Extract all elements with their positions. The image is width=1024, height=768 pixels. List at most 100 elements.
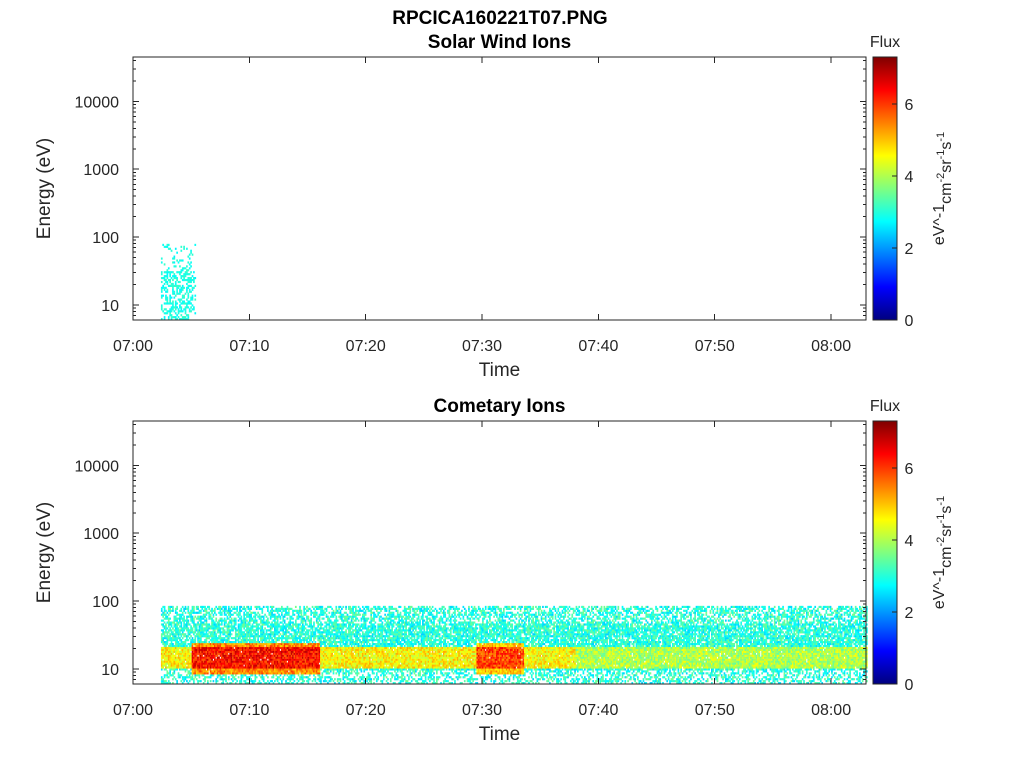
flux-cell — [322, 631, 325, 634]
flux-cell — [202, 646, 205, 650]
flux-cell — [310, 656, 313, 659]
flux-cell — [314, 656, 317, 659]
flux-cell — [342, 625, 345, 628]
flux-cell — [324, 662, 326, 665]
flux-cell — [160, 664, 163, 667]
flux-cell — [209, 639, 212, 642]
flux-cell — [184, 666, 187, 669]
flux-cell — [173, 275, 176, 278]
flux-cell — [234, 674, 237, 677]
flux-cell — [187, 302, 190, 305]
flux-cell — [357, 619, 360, 622]
flux-cell — [281, 644, 283, 648]
flux-cell — [239, 656, 241, 659]
flux-cell — [264, 666, 266, 669]
flux-cell — [267, 670, 269, 673]
flux-cell — [193, 662, 195, 665]
flux-cell — [162, 656, 165, 659]
flux-cell — [286, 648, 289, 651]
flux-cell — [243, 621, 245, 624]
flux-cell — [279, 637, 282, 640]
flux-cell — [176, 629, 178, 632]
flux-cell — [246, 682, 248, 685]
flux-cell — [167, 278, 170, 282]
flux-cell — [207, 664, 209, 667]
flux-cell — [163, 637, 166, 640]
flux-cell — [211, 641, 213, 644]
flux-cell — [176, 682, 178, 685]
flux-cell — [271, 666, 273, 669]
flux-cell — [293, 650, 296, 653]
flux-cell — [338, 646, 340, 650]
flux-cell — [162, 277, 165, 280]
colorbar-unit-label: eV^-1cm-2sr-1s-1 — [931, 132, 955, 245]
flux-cell — [255, 646, 258, 650]
flux-cell — [327, 635, 329, 638]
flux-cell — [176, 664, 178, 667]
flux-cell — [268, 633, 271, 636]
flux-cell — [271, 625, 273, 628]
flux-cell — [294, 629, 297, 632]
flux-cell — [225, 609, 227, 612]
flux-cell — [331, 658, 333, 661]
flux-cell — [248, 648, 251, 651]
flux-cell — [229, 613, 232, 616]
flux-cell — [244, 658, 247, 661]
flux-cell — [169, 275, 171, 278]
flux-cell — [335, 672, 338, 675]
flux-cell — [269, 650, 272, 653]
flux-cell — [352, 605, 354, 609]
flux-cell — [286, 637, 289, 640]
flux-cell — [271, 660, 273, 663]
flux-cell — [218, 619, 220, 622]
flux-cell — [160, 660, 163, 663]
flux-cell — [176, 680, 178, 683]
flux-cell — [176, 625, 178, 628]
flux-cell — [292, 644, 294, 648]
flux-cell — [307, 629, 310, 632]
flux-cell — [313, 652, 315, 655]
flux-cell — [166, 662, 169, 665]
flux-cell — [236, 672, 239, 675]
flux-cell — [267, 680, 269, 683]
flux-cell — [257, 642, 259, 646]
flux-cell — [332, 637, 335, 640]
flux-cell — [174, 280, 177, 284]
flux-cell — [226, 662, 229, 665]
flux-cell — [348, 639, 350, 642]
flux-cell — [215, 682, 218, 685]
flux-cell — [269, 656, 272, 659]
flux-cell — [276, 654, 279, 657]
flux-cell — [274, 672, 276, 675]
flux-cell — [289, 623, 292, 626]
flux-cell — [180, 648, 183, 651]
flux-cell — [186, 674, 188, 677]
flux-cell — [290, 652, 293, 655]
flux-cell — [321, 631, 324, 634]
flux-cell — [197, 605, 199, 609]
flux-cell — [167, 639, 170, 642]
flux-cell — [343, 676, 346, 679]
flux-cell — [211, 621, 213, 624]
flux-cell — [352, 641, 354, 644]
flux-cell — [239, 682, 241, 685]
flux-cell — [364, 609, 367, 612]
flux-cell — [193, 611, 195, 614]
flux-cell — [320, 605, 322, 609]
flux-cell — [172, 609, 174, 612]
flux-cell — [230, 670, 233, 673]
flux-cell — [187, 682, 190, 685]
flux-cell — [301, 670, 304, 673]
flux-cell — [342, 656, 345, 659]
flux-cell — [209, 652, 212, 655]
flux-cell — [276, 607, 279, 610]
flux-cell — [169, 672, 171, 675]
flux-cell — [160, 629, 163, 632]
flux-cell — [244, 609, 247, 612]
flux-cell — [233, 656, 236, 659]
flux-cell — [307, 637, 310, 640]
flux-cell — [317, 607, 319, 610]
flux-cell — [226, 625, 229, 628]
flux-cell — [265, 648, 268, 651]
flux-cell — [342, 623, 345, 626]
